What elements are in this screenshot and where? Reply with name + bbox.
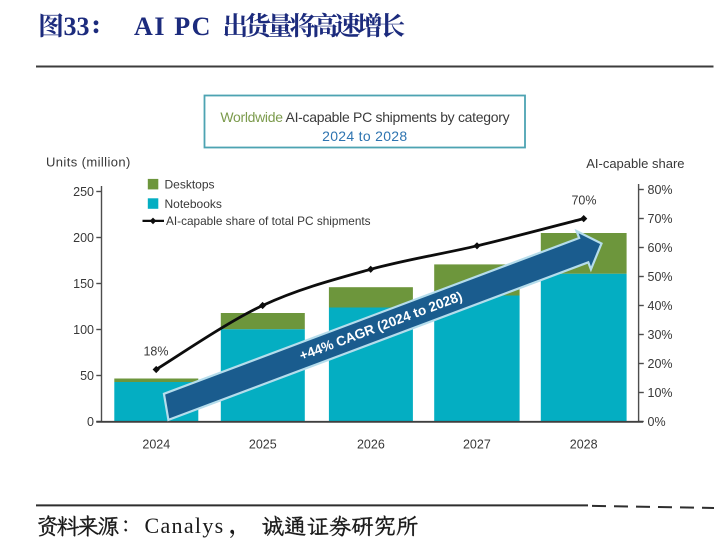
- svg-text:AI PC: AI PC: [134, 12, 212, 41]
- svg-text:AI-capable share of total PC s: AI-capable share of total PC shipments: [166, 214, 371, 228]
- svg-text:50: 50: [80, 369, 94, 383]
- svg-text:80%: 80%: [648, 183, 673, 197]
- svg-text:Units (million): Units (million): [46, 155, 131, 170]
- svg-text:0: 0: [87, 415, 94, 429]
- svg-text:18%: 18%: [143, 345, 168, 359]
- svg-text:20%: 20%: [648, 357, 673, 371]
- svg-text:2024 to 2028: 2024 to 2028: [322, 128, 407, 144]
- svg-text:150: 150: [73, 277, 94, 291]
- svg-text:0%: 0%: [648, 415, 666, 429]
- svg-text:Worldwide AI-capable PC shipme: Worldwide AI-capable PC shipments by cat…: [220, 109, 509, 125]
- svg-text:60%: 60%: [648, 241, 673, 255]
- svg-text:2026: 2026: [357, 438, 385, 452]
- svg-text:70%: 70%: [648, 212, 673, 226]
- svg-text:2024: 2024: [142, 438, 170, 452]
- svg-text:30%: 30%: [648, 328, 673, 342]
- svg-text:70%: 70%: [571, 194, 596, 208]
- svg-text:250: 250: [73, 185, 94, 199]
- svg-text:40%: 40%: [648, 299, 673, 313]
- svg-text:Canalys: Canalys: [145, 513, 225, 538]
- svg-text:2025: 2025: [249, 438, 277, 452]
- svg-text:2027: 2027: [463, 438, 491, 452]
- svg-text:50%: 50%: [648, 270, 673, 284]
- svg-text:10%: 10%: [648, 386, 673, 400]
- svg-text:Notebooks: Notebooks: [165, 197, 222, 211]
- svg-text:33: 33: [64, 12, 90, 41]
- svg-text:100: 100: [73, 323, 94, 337]
- svg-text:Desktops: Desktops: [165, 177, 215, 191]
- svg-text:2028: 2028: [570, 438, 598, 452]
- svg-text:200: 200: [73, 231, 94, 245]
- svg-text:AI-capable share: AI-capable share: [586, 156, 684, 171]
